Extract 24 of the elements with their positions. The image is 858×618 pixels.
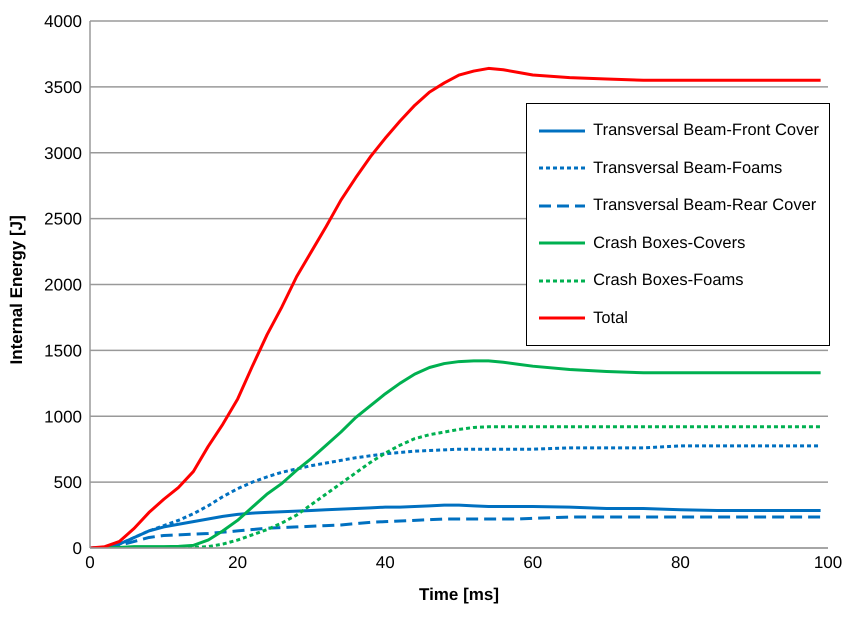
legend-label: Crash Boxes-Foams <box>593 271 744 290</box>
y-tick-label: 2500 <box>44 210 82 229</box>
line-series <box>90 66 822 548</box>
x-tick-label: 0 <box>85 553 95 572</box>
legend-label: Crash Boxes-Covers <box>593 234 746 253</box>
y-tick-label: 500 <box>54 473 82 492</box>
x-tick-label: 80 <box>670 553 690 572</box>
y-tick-label: 4000 <box>44 12 82 32</box>
legend-label: Transversal Beam-Front Cover <box>593 121 819 140</box>
x-axis-title: Time [ms] <box>419 585 499 604</box>
legend-label: Transversal Beam-Rear Cover <box>593 196 816 216</box>
y-tick-label: 3000 <box>44 144 82 163</box>
y-tick-label: 1500 <box>44 341 82 360</box>
y-tick-label: 1000 <box>44 407 82 426</box>
y-axis-title: Internal Energy [J] <box>7 215 26 364</box>
x-tick-label: 100 <box>814 553 842 572</box>
x-tick-label: 20 <box>228 553 248 572</box>
legend-label: Transversal Beam-Foams <box>593 158 782 178</box>
y-tick-label: 0 <box>72 539 82 558</box>
y-tick-label: 2000 <box>44 276 82 295</box>
x-tick-label: 40 <box>376 553 395 572</box>
y-tick-label: 3500 <box>44 78 82 97</box>
legend-label: Total <box>593 308 628 328</box>
x-tick-label: 60 <box>523 553 542 572</box>
